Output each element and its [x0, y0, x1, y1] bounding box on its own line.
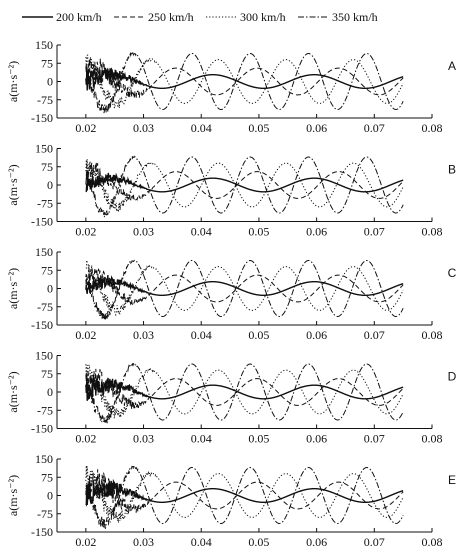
series-line	[85, 162, 404, 203]
series-line	[85, 58, 404, 99]
series-line	[85, 159, 404, 213]
legend-label-200: 200 km/h	[56, 10, 102, 24]
x-tick-label: 0.05	[248, 535, 269, 549]
x-tick-label: 0.02	[75, 535, 96, 549]
panel-C: 150 75 0 -75 -150 0.02 0.03 0.04 0.05 0.06 0.07 0.0…	[6, 245, 457, 342]
legend-label-250: 250 km/h	[148, 10, 194, 24]
y-tick-label: 75	[41, 160, 53, 174]
panel-label: D	[448, 370, 457, 384]
y-tick-label: 0	[47, 385, 53, 399]
series-line	[85, 478, 404, 507]
panel-A: 150 75 0 -75 -150 0.02 0.03 0.04 0.05 0.06 0.07 0.0…	[6, 38, 456, 135]
y-tick-label: -150	[31, 111, 53, 125]
legend-label-300: 300 km/h	[240, 10, 286, 24]
y-tick-label: -75	[37, 93, 53, 107]
y-tick-label: 150	[35, 245, 53, 259]
x-tick-label: 0.05	[248, 432, 269, 446]
x-tick-label: 0.05	[248, 121, 269, 135]
y-tick-label: -150	[31, 525, 53, 539]
legend-label-350: 350 km/h	[332, 10, 378, 24]
series-line	[85, 361, 404, 424]
y-tick-label: -150	[31, 422, 53, 436]
y-tick-label: 150	[35, 452, 53, 466]
panel-E: 150 75 0 -75 -150 0.02 0.03 0.04 0.05 0.06 0.07 0.0…	[6, 452, 456, 549]
x-tick-label: 0.03	[133, 535, 154, 549]
y-tick-label: -75	[37, 196, 53, 210]
x-tick-label: 0.02	[75, 432, 96, 446]
panel-label: C	[448, 266, 457, 280]
x-tick-label: 0.07	[364, 328, 385, 342]
x-tick-label: 0.03	[133, 432, 154, 446]
y-axis-label: a(m·s⁻²)	[6, 268, 20, 309]
legend: 200 km/h 250 km/h 300 km/h 350 km/h	[22, 10, 378, 24]
series-line	[85, 260, 404, 317]
y-tick-label: 150	[35, 349, 53, 363]
x-tick-label: 0.04	[191, 121, 212, 135]
series-line	[85, 54, 404, 110]
x-tick-label: 0.06	[306, 121, 327, 135]
y-tick-label: -150	[31, 215, 53, 229]
x-tick-label: 0.06	[306, 225, 327, 239]
y-tick-label: 150	[35, 38, 53, 52]
x-tick-label: 0.03	[133, 121, 154, 135]
x-tick-label: 0.08	[422, 225, 443, 239]
x-tick-label: 0.06	[306, 328, 327, 342]
x-tick-label: 0.07	[364, 225, 385, 239]
y-tick-label: 150	[35, 142, 53, 156]
series-line	[85, 465, 404, 523]
series-line	[85, 155, 404, 218]
x-tick-label: 0.05	[248, 328, 269, 342]
y-axis-label: a(m·s⁻²)	[6, 371, 20, 412]
x-tick-label: 0.04	[191, 225, 212, 239]
y-tick-label: 75	[41, 470, 53, 484]
x-tick-label: 0.08	[422, 121, 443, 135]
y-tick-label: 75	[41, 56, 53, 70]
series-line	[85, 267, 404, 306]
x-tick-label: 0.08	[422, 535, 443, 549]
x-tick-label: 0.04	[191, 432, 212, 446]
y-tick-label: 0	[47, 178, 53, 192]
y-tick-label: 0	[47, 489, 53, 503]
x-tick-label: 0.02	[75, 328, 96, 342]
series-line	[85, 52, 404, 114]
x-tick-label: 0.02	[75, 225, 96, 239]
y-tick-label: -75	[37, 300, 53, 314]
y-tick-label: 75	[41, 367, 53, 381]
series-line	[85, 275, 404, 297]
x-tick-label: 0.02	[75, 121, 96, 135]
x-tick-label: 0.08	[422, 432, 443, 446]
y-tick-label: -75	[37, 507, 53, 521]
x-tick-label: 0.05	[248, 225, 269, 239]
x-tick-label: 0.04	[191, 328, 212, 342]
series-line	[85, 465, 404, 529]
panel-label: E	[448, 473, 456, 487]
y-tick-label: -75	[37, 403, 53, 417]
x-tick-label: 0.07	[364, 121, 385, 135]
y-tick-label: -150	[31, 318, 53, 332]
x-tick-label: 0.07	[364, 535, 385, 549]
y-tick-label: 0	[47, 75, 53, 89]
panel-B: 150 75 0 -75 -150 0.02 0.03 0.04 0.05 0.06 0.07 0.0…	[6, 142, 456, 239]
x-tick-label: 0.03	[133, 225, 154, 239]
panel-label: B	[448, 163, 456, 177]
x-tick-label: 0.04	[191, 535, 212, 549]
y-axis-label: a(m·s⁻²)	[6, 164, 20, 205]
panel-D: 150 75 0 -75 -150 0.02 0.03 0.04 0.05 0.06 0.07 0.0…	[6, 349, 457, 446]
y-axis-label: a(m·s⁻²)	[6, 475, 20, 516]
x-tick-label: 0.06	[306, 535, 327, 549]
y-tick-label: 0	[47, 282, 53, 296]
x-tick-label: 0.06	[306, 432, 327, 446]
x-tick-label: 0.08	[422, 328, 443, 342]
x-tick-label: 0.07	[364, 432, 385, 446]
series-line	[85, 368, 404, 409]
y-axis-label: a(m·s⁻²)	[6, 61, 20, 102]
y-tick-label: 75	[41, 263, 53, 277]
panels: 150 75 0 -75 -150 0.02 0.03 0.04 0.05 0.06 0.07 0.0…	[6, 38, 457, 549]
x-tick-label: 0.03	[133, 328, 154, 342]
panel-label: A	[448, 59, 456, 73]
series-line	[85, 259, 404, 321]
series-line	[85, 469, 404, 514]
